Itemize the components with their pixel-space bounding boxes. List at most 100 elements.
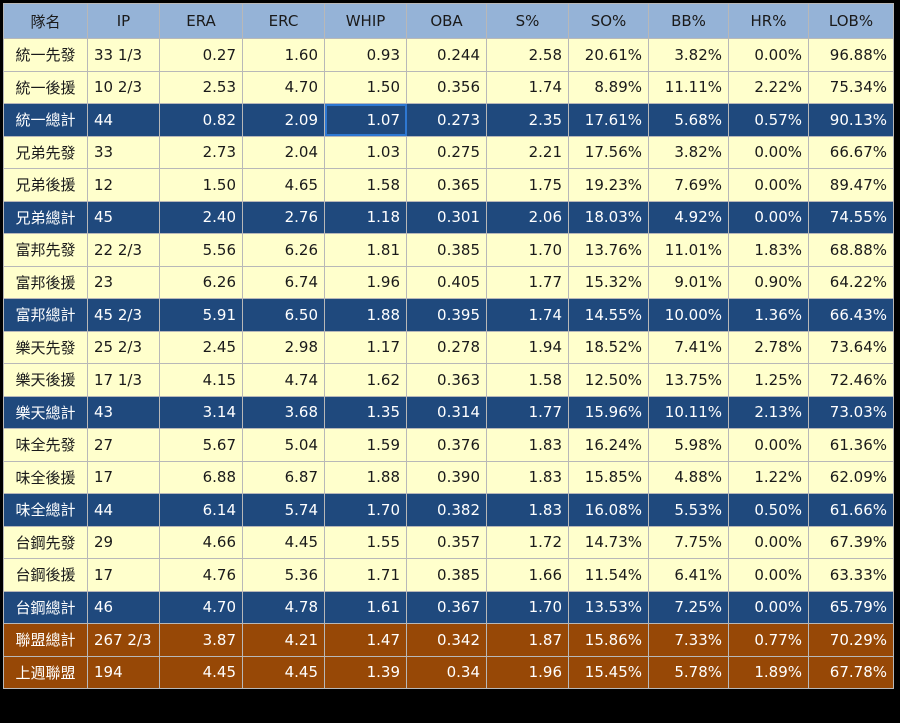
- cell-whip[interactable]: 1.61: [324, 590, 407, 624]
- cell-hr-pct[interactable]: 1.83%: [728, 233, 809, 267]
- cell-bb-pct[interactable]: 7.25%: [648, 590, 729, 624]
- cell-bb-pct[interactable]: 5.53%: [648, 493, 729, 527]
- cell-ip[interactable]: 45 2/3: [87, 298, 160, 332]
- cell-oba[interactable]: 0.278: [406, 330, 487, 364]
- cell-hr-pct[interactable]: 0.00%: [728, 558, 809, 592]
- cell-hr-pct[interactable]: 2.13%: [728, 395, 809, 429]
- cell-team-name[interactable]: 上週聯盟: [3, 655, 88, 689]
- cell-oba[interactable]: 0.314: [406, 395, 487, 429]
- cell-oba[interactable]: 0.405: [406, 265, 487, 299]
- cell-bb-pct[interactable]: 11.01%: [648, 233, 729, 267]
- cell-ip[interactable]: 12: [87, 168, 160, 202]
- cell-oba[interactable]: 0.357: [406, 525, 487, 559]
- cell-erc[interactable]: 2.04: [242, 135, 325, 169]
- cell-ip[interactable]: 27: [87, 428, 160, 462]
- cell-so-pct[interactable]: 14.55%: [568, 298, 649, 332]
- cell-hr-pct[interactable]: 0.90%: [728, 265, 809, 299]
- cell-so-pct[interactable]: 15.45%: [568, 655, 649, 689]
- cell-lob-pct[interactable]: 65.79%: [808, 590, 894, 624]
- cell-so-pct[interactable]: 15.86%: [568, 623, 649, 657]
- cell-strand-pct[interactable]: 1.77: [486, 395, 569, 429]
- cell-erc[interactable]: 2.09: [242, 103, 325, 137]
- cell-hr-pct[interactable]: 0.00%: [728, 525, 809, 559]
- cell-so-pct[interactable]: 19.23%: [568, 168, 649, 202]
- cell-lob-pct[interactable]: 61.36%: [808, 428, 894, 462]
- cell-strand-pct[interactable]: 1.77: [486, 265, 569, 299]
- cell-ip[interactable]: 22 2/3: [87, 233, 160, 267]
- cell-ip[interactable]: 46: [87, 590, 160, 624]
- cell-whip[interactable]: 1.35: [324, 395, 407, 429]
- cell-whip[interactable]: 1.71: [324, 558, 407, 592]
- cell-whip-selected[interactable]: 1.07: [324, 103, 407, 137]
- cell-lob-pct[interactable]: 75.34%: [808, 70, 894, 104]
- cell-lob-pct[interactable]: 73.03%: [808, 395, 894, 429]
- cell-ip[interactable]: 17 1/3: [87, 363, 160, 397]
- header-whip[interactable]: WHIP: [324, 3, 407, 39]
- cell-oba[interactable]: 0.363: [406, 363, 487, 397]
- header-so-pct[interactable]: SO%: [568, 3, 649, 39]
- cell-whip[interactable]: 1.88: [324, 298, 407, 332]
- cell-lob-pct[interactable]: 67.78%: [808, 655, 894, 689]
- cell-bb-pct[interactable]: 4.92%: [648, 200, 729, 234]
- cell-era[interactable]: 4.76: [159, 558, 243, 592]
- cell-so-pct[interactable]: 15.96%: [568, 395, 649, 429]
- cell-strand-pct[interactable]: 2.06: [486, 200, 569, 234]
- cell-lob-pct[interactable]: 70.29%: [808, 623, 894, 657]
- cell-hr-pct[interactable]: 2.78%: [728, 330, 809, 364]
- cell-oba[interactable]: 0.395: [406, 298, 487, 332]
- header-strand-pct[interactable]: S%: [486, 3, 569, 39]
- cell-team-name[interactable]: 樂天先發: [3, 330, 88, 364]
- cell-era[interactable]: 1.50: [159, 168, 243, 202]
- cell-oba[interactable]: 0.301: [406, 200, 487, 234]
- cell-team-name[interactable]: 富邦先發: [3, 233, 88, 267]
- cell-bb-pct[interactable]: 3.82%: [648, 38, 729, 72]
- cell-hr-pct[interactable]: 1.89%: [728, 655, 809, 689]
- cell-hr-pct[interactable]: 1.36%: [728, 298, 809, 332]
- cell-so-pct[interactable]: 17.56%: [568, 135, 649, 169]
- cell-bb-pct[interactable]: 7.33%: [648, 623, 729, 657]
- cell-bb-pct[interactable]: 5.78%: [648, 655, 729, 689]
- cell-oba[interactable]: 0.356: [406, 70, 487, 104]
- cell-lob-pct[interactable]: 64.22%: [808, 265, 894, 299]
- cell-team-name[interactable]: 台鋼總計: [3, 590, 88, 624]
- cell-so-pct[interactable]: 18.03%: [568, 200, 649, 234]
- cell-era[interactable]: 6.14: [159, 493, 243, 527]
- cell-erc[interactable]: 6.26: [242, 233, 325, 267]
- cell-oba[interactable]: 0.390: [406, 460, 487, 494]
- cell-team-name[interactable]: 味全總計: [3, 493, 88, 527]
- cell-lob-pct[interactable]: 90.13%: [808, 103, 894, 137]
- cell-era[interactable]: 0.82: [159, 103, 243, 137]
- cell-bb-pct[interactable]: 10.11%: [648, 395, 729, 429]
- cell-hr-pct[interactable]: 0.00%: [728, 200, 809, 234]
- cell-ip[interactable]: 44: [87, 493, 160, 527]
- cell-erc[interactable]: 5.04: [242, 428, 325, 462]
- cell-so-pct[interactable]: 13.53%: [568, 590, 649, 624]
- cell-team-name[interactable]: 統一後援: [3, 70, 88, 104]
- cell-oba[interactable]: 0.385: [406, 233, 487, 267]
- cell-so-pct[interactable]: 12.50%: [568, 363, 649, 397]
- cell-erc[interactable]: 5.36: [242, 558, 325, 592]
- cell-ip[interactable]: 23: [87, 265, 160, 299]
- cell-lob-pct[interactable]: 61.66%: [808, 493, 894, 527]
- cell-strand-pct[interactable]: 1.74: [486, 70, 569, 104]
- cell-bb-pct[interactable]: 5.98%: [648, 428, 729, 462]
- header-oba[interactable]: OBA: [406, 3, 487, 39]
- cell-strand-pct[interactable]: 1.66: [486, 558, 569, 592]
- cell-hr-pct[interactable]: 1.25%: [728, 363, 809, 397]
- header-bb-pct[interactable]: BB%: [648, 3, 729, 39]
- cell-strand-pct[interactable]: 2.35: [486, 103, 569, 137]
- cell-era[interactable]: 5.67: [159, 428, 243, 462]
- cell-team-name[interactable]: 味全後援: [3, 460, 88, 494]
- cell-era[interactable]: 4.45: [159, 655, 243, 689]
- cell-hr-pct[interactable]: 0.57%: [728, 103, 809, 137]
- cell-whip[interactable]: 1.18: [324, 200, 407, 234]
- cell-whip[interactable]: 1.58: [324, 168, 407, 202]
- cell-era[interactable]: 2.53: [159, 70, 243, 104]
- cell-bb-pct[interactable]: 4.88%: [648, 460, 729, 494]
- cell-era[interactable]: 2.40: [159, 200, 243, 234]
- cell-bb-pct[interactable]: 9.01%: [648, 265, 729, 299]
- cell-bb-pct[interactable]: 11.11%: [648, 70, 729, 104]
- cell-ip[interactable]: 17: [87, 460, 160, 494]
- cell-era[interactable]: 3.87: [159, 623, 243, 657]
- cell-erc[interactable]: 3.68: [242, 395, 325, 429]
